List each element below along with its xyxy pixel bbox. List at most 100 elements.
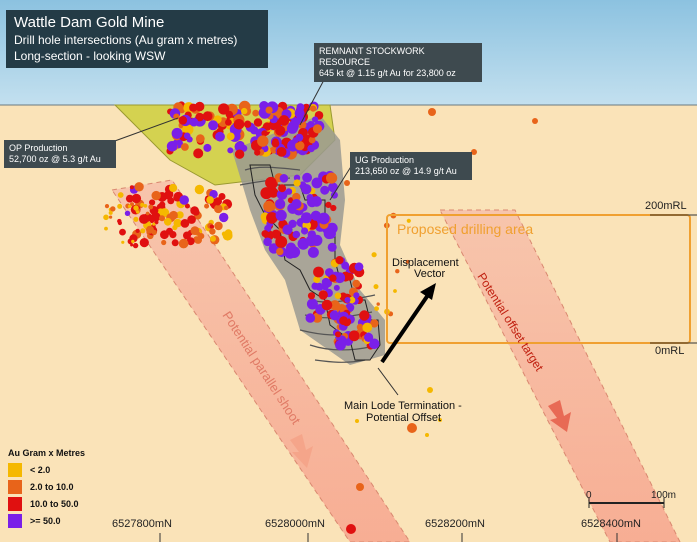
drill-intersection xyxy=(311,177,323,189)
drill-intersection xyxy=(329,274,337,282)
title-panel: Wattle Dam Gold Mine Drill hole intersec… xyxy=(6,10,268,68)
legend-title: Au Gram x Metres xyxy=(8,448,86,458)
drill-intersection xyxy=(376,302,380,306)
drill-intersection xyxy=(275,235,288,248)
op-callout: OP Production 52,700 oz @ 5.3 g/t Au xyxy=(4,140,116,168)
drill-intersection xyxy=(184,203,190,209)
drill-intersection xyxy=(368,338,380,350)
drill-intersection xyxy=(317,212,330,225)
drill-intersection xyxy=(307,144,315,153)
drill-intersection xyxy=(315,282,324,291)
drill-intersection xyxy=(293,174,301,181)
parallel-shoot-corridor xyxy=(111,179,411,542)
drill-intersection xyxy=(370,319,379,328)
drill-intersection xyxy=(225,119,232,126)
drill-intersection xyxy=(133,216,139,222)
remnant-title-1: REMNANT STOCKWORK xyxy=(319,46,425,56)
ug-leader xyxy=(329,164,353,201)
rl0-label: 0mRL xyxy=(655,345,685,357)
drill-intersection xyxy=(189,103,198,112)
drill-intersection xyxy=(257,135,269,147)
main-lode-leader xyxy=(377,367,399,396)
offset-target-arrow xyxy=(548,400,571,432)
drill-intersection xyxy=(291,199,302,209)
drill-intersection xyxy=(117,203,123,209)
drill-intersection xyxy=(276,247,284,256)
legend-label-1: < 2.0 xyxy=(30,464,51,475)
parallel-shoot-arrow xyxy=(290,434,313,468)
drill-intersection xyxy=(225,110,233,119)
proposed-drilling-area xyxy=(386,214,691,344)
drill-intersection xyxy=(320,185,330,195)
drill-intersection xyxy=(312,312,323,323)
drill-intersection xyxy=(215,131,225,142)
drill-intersection xyxy=(210,235,216,242)
drill-intersection xyxy=(279,174,289,183)
drill-intersection xyxy=(359,310,370,321)
scale-end: 100m xyxy=(651,490,676,501)
easting-label-2: 6528000mN xyxy=(265,518,325,530)
drill-intersection xyxy=(163,217,172,226)
legend-swatch-2 xyxy=(8,479,22,494)
drill-intersection xyxy=(301,227,309,235)
ug-callout: UG Production 213,650 oz @ 14.9 g/t Au xyxy=(350,152,472,180)
drill-intersection xyxy=(265,176,277,189)
legend-item-3: 10.0 to 50.0 xyxy=(8,495,85,512)
drill-intersection xyxy=(270,146,278,154)
drill-intersection xyxy=(278,115,290,126)
legend-item-4: >= 50.0 xyxy=(8,512,85,529)
drill-intersection xyxy=(471,149,477,155)
drill-intersection xyxy=(252,109,260,117)
drill-intersection xyxy=(321,299,333,311)
drill-intersection xyxy=(339,316,348,325)
drill-intersection xyxy=(169,183,178,193)
displacement-label-2: Vector xyxy=(414,268,446,280)
drill-intersection xyxy=(221,231,227,237)
drill-intersection xyxy=(261,130,268,137)
drill-intersection xyxy=(276,147,287,157)
drill-intersection xyxy=(307,121,315,129)
drill-intersection xyxy=(145,211,150,216)
drill-intersection xyxy=(134,182,144,192)
drill-intersection xyxy=(364,332,374,342)
drill-intersection xyxy=(171,127,183,139)
drill-intersection xyxy=(362,322,373,333)
drill-intersection xyxy=(151,190,161,201)
drill-intersection xyxy=(354,262,364,272)
drill-intersection xyxy=(179,195,189,205)
drill-intersection xyxy=(407,423,417,433)
drill-intersection xyxy=(234,141,245,152)
drill-intersection xyxy=(352,279,361,288)
drill-intersection xyxy=(323,228,335,240)
drill-intersection xyxy=(139,238,149,248)
easting-label-1: 6527800mN xyxy=(112,518,172,530)
drill-intersection xyxy=(202,111,213,122)
drill-intersection xyxy=(532,118,538,124)
drill-intersection xyxy=(428,108,436,116)
drill-intersection xyxy=(266,212,278,224)
drill-intersection xyxy=(117,192,124,198)
drill-intersection xyxy=(275,125,286,136)
legend: Au Gram x Metres < 2.0 2.0 to 10.0 10.0 … xyxy=(8,448,85,529)
legend-label-2: 2.0 to 10.0 xyxy=(30,481,74,492)
drill-intersection xyxy=(348,296,356,304)
drill-intersection xyxy=(166,141,178,152)
main-lode-label-2: Potential Offset xyxy=(366,412,441,424)
map-subtitle-2: Long-section - looking WSW xyxy=(14,49,166,63)
drill-intersection xyxy=(178,116,188,125)
drill-intersection xyxy=(312,116,319,123)
drill-intersection xyxy=(218,103,230,115)
drill-intersection xyxy=(276,189,288,200)
drill-intersection xyxy=(427,387,433,393)
rl200-label: 200mRL xyxy=(645,200,687,212)
drill-intersection xyxy=(165,195,171,200)
drill-intersection xyxy=(371,252,377,258)
drill-intersection xyxy=(355,419,359,423)
drill-intersection xyxy=(183,132,191,140)
drill-intersection xyxy=(223,205,229,211)
drill-intersection xyxy=(275,209,287,221)
drill-intersection xyxy=(151,229,157,235)
offset-target-corridor xyxy=(439,209,681,542)
drill-intersection xyxy=(159,215,165,222)
drill-intersection xyxy=(306,196,318,208)
